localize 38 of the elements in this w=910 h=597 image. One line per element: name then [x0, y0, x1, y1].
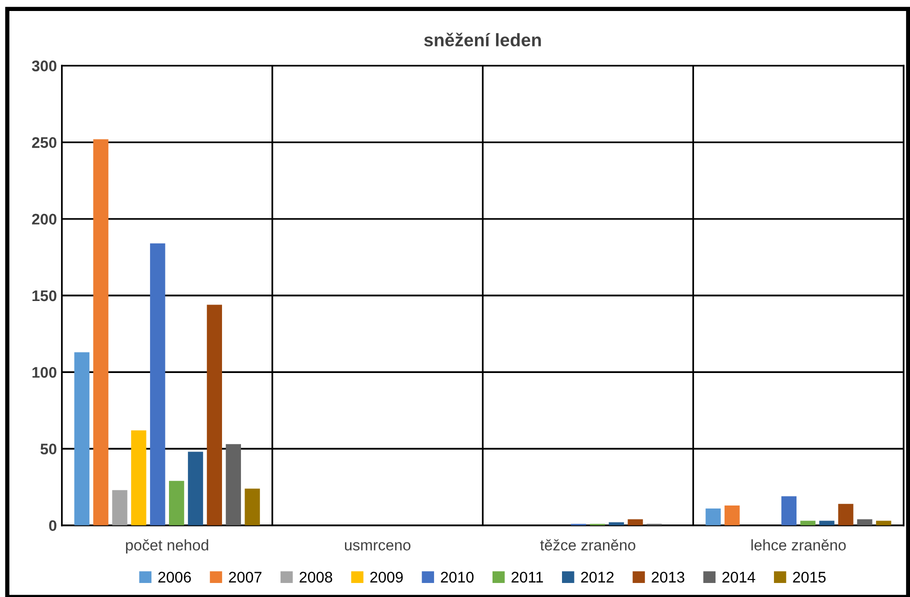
- y-tick-label: 300: [32, 60, 56, 72]
- legend-label: 2015: [793, 572, 826, 583]
- bar: [93, 139, 108, 526]
- chart-title: sněžení leden: [424, 32, 541, 46]
- x-tick-label: usmrceno: [344, 542, 410, 550]
- y-tick-label: 0: [49, 520, 56, 532]
- legend-label: 2007: [228, 572, 262, 583]
- legend-label: 2006: [158, 572, 191, 583]
- y-tick-label: 250: [32, 137, 56, 148]
- bar: [206, 304, 222, 526]
- legend-label: 2010: [440, 572, 474, 583]
- bar: [150, 243, 166, 526]
- bar: [168, 480, 184, 526]
- bar: [226, 444, 241, 526]
- bar: [188, 452, 204, 526]
- bar: [244, 488, 260, 526]
- y-tick-label: 50: [40, 444, 56, 454]
- y-tick-label: 100: [32, 367, 56, 378]
- legend-label: 2013: [652, 572, 684, 583]
- bar: [131, 430, 146, 526]
- bar: [857, 519, 872, 526]
- bar: [781, 496, 797, 526]
- bar: [112, 490, 128, 526]
- x-tick-label: počet nehod: [126, 539, 208, 554]
- bar: [628, 519, 643, 526]
- legend-label: 2008: [300, 572, 332, 583]
- legend-label: 2009: [370, 572, 403, 583]
- y-tick-label: 150: [32, 290, 56, 302]
- x-tick-label: těžce zraněno: [540, 539, 636, 550]
- bar: [706, 508, 721, 526]
- legend-label: 2012: [581, 572, 614, 583]
- legend-label: 2014: [722, 572, 756, 583]
- bar: [724, 505, 740, 526]
- legend-label: 2011: [512, 572, 543, 583]
- y-tick-label: 200: [32, 214, 56, 225]
- bar: [838, 504, 854, 526]
- x-tick-label: lehce zraněno: [751, 539, 846, 550]
- bar: [74, 352, 90, 526]
